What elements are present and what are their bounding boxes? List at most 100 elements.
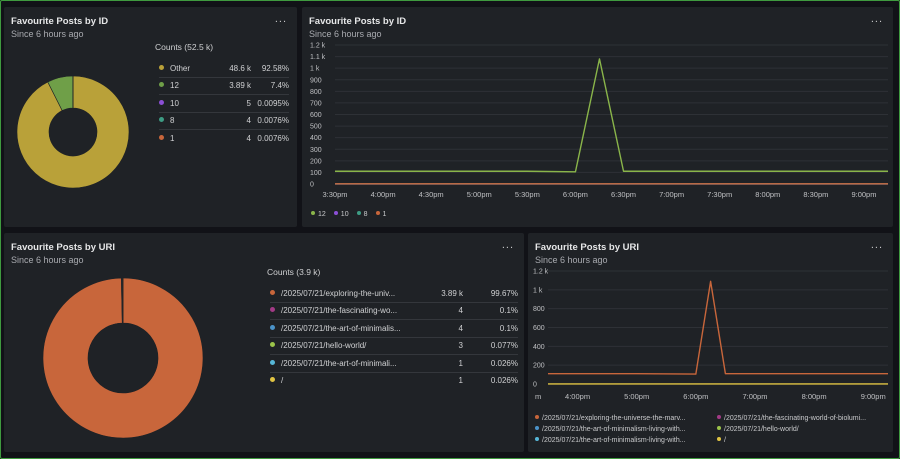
- legend-label: 12: [318, 211, 326, 218]
- legend-dot-icon: [311, 211, 315, 215]
- x-tick-label: 9:00pm: [861, 392, 886, 401]
- row-count: 48.6 k: [215, 60, 251, 78]
- series-line-0[interactable]: [548, 280, 888, 375]
- legend-item[interactable]: 8: [356, 211, 368, 218]
- table-row[interactable]: 1 4 0.0076%: [159, 130, 289, 147]
- row-count: 4: [423, 319, 463, 338]
- legend-item[interactable]: /2025/07/21/hello-world/: [717, 424, 882, 435]
- row-count: 3.89 k: [215, 77, 251, 95]
- row-count: 1: [458, 376, 463, 386]
- legend-item[interactable]: /2025/07/21/the-fascinating-world-of-bio…: [717, 413, 882, 424]
- counts-title: Counts (3.9 k): [267, 267, 321, 277]
- legend-dot-icon: [535, 437, 539, 441]
- y-tick-label: 700: [310, 100, 322, 107]
- x-tick-label: 4:30pm: [419, 190, 444, 199]
- panel-subtitle: Since 6 hours ago: [11, 29, 84, 39]
- panel-menu-icon[interactable]: ...: [501, 239, 514, 251]
- table-row[interactable]: / 1 0.026%: [270, 372, 518, 389]
- legend-item[interactable]: /: [717, 435, 882, 446]
- table-row[interactable]: /2025/07/21/the-fascinating-wo... 4 0.1%: [270, 302, 518, 320]
- panel-title: Favourite Posts by URI: [11, 242, 115, 253]
- panel-posts-by-id-line: Favourite Posts by ID Since 6 hours ago …: [302, 7, 893, 227]
- legend-dot-icon: [717, 415, 721, 419]
- y-tick-label: 1.1 k: [310, 54, 326, 61]
- row-label-text: Other: [170, 63, 191, 73]
- pie-chart-id: [16, 75, 130, 189]
- row-percent: 0.0095%: [251, 94, 289, 113]
- row-percent: 99.67%: [463, 285, 518, 303]
- row-label-text: 8: [170, 116, 175, 126]
- series-legend: 12 10 8 1: [311, 211, 394, 218]
- legend-item[interactable]: /2025/07/21/the-art-of-minimalism-living…: [535, 435, 713, 446]
- x-tick-label: 5:30pm: [515, 190, 540, 199]
- x-tick-label: 7:00pm: [659, 190, 684, 199]
- panel-menu-icon[interactable]: ...: [870, 239, 883, 251]
- legend-item[interactable]: 10: [333, 211, 349, 218]
- y-tick-label: 400: [533, 344, 545, 351]
- panel-posts-by-uri-pie: Favourite Posts by URI Since 6 hours ago…: [4, 233, 524, 452]
- table-row[interactable]: 8 4 0.0076%: [159, 112, 289, 130]
- row-label-text: 10: [170, 98, 179, 108]
- legend-dot-icon: [159, 99, 164, 105]
- legend-item[interactable]: /2025/07/21/the-art-of-minimalism-living…: [535, 424, 713, 435]
- legend-item[interactable]: 1: [375, 211, 387, 218]
- panel-title: Favourite Posts by ID: [309, 16, 407, 27]
- y-tick-label: 0: [310, 182, 314, 189]
- y-tick-label: 300: [310, 147, 322, 154]
- row-label: Other: [159, 60, 215, 78]
- table-row[interactable]: /2025/07/21/the-art-of-minimalis... 4 0.1%: [270, 319, 518, 338]
- row-label: /2025/07/21/exploring-the-univ...: [270, 285, 423, 303]
- row-label-text: /2025/07/21/the-fascinating-wo...: [281, 306, 398, 316]
- legend-label: 10: [340, 211, 349, 218]
- panel-menu-icon[interactable]: ...: [870, 13, 883, 25]
- y-tick-label: 1 k: [310, 66, 320, 73]
- row-label: /: [270, 372, 423, 389]
- row-label-text: /2025/07/21/hello-world/: [281, 341, 367, 351]
- legend-dot-icon: [270, 342, 275, 348]
- y-tick-label: 800: [310, 89, 322, 96]
- legend-item[interactable]: 12: [311, 211, 326, 218]
- panel-title: Favourite Posts by URI: [535, 242, 639, 253]
- legend-dot-icon: [159, 82, 164, 88]
- series-line-0[interactable]: [335, 58, 888, 173]
- counts-title: Counts (52.5 k): [155, 42, 214, 52]
- y-tick-label: 0: [533, 382, 537, 389]
- panel-posts-by-uri-line: Favourite Posts by URI Since 6 hours ago…: [528, 233, 893, 452]
- legend-dot-icon: [535, 415, 539, 419]
- row-count: 4: [215, 112, 251, 130]
- row-label-text: 12: [170, 81, 179, 91]
- y-tick-label: 500: [310, 124, 322, 131]
- panel-title: Favourite Posts by ID: [11, 16, 109, 27]
- table-row[interactable]: Other 48.6 k 92.58%: [159, 60, 289, 78]
- row-count: 4: [246, 133, 251, 143]
- row-count: 4: [423, 302, 463, 320]
- legend-dot-icon: [270, 307, 275, 313]
- legend-dot-icon: [356, 211, 361, 215]
- row-percent: 0.0076%: [251, 112, 289, 130]
- counts-table-id: Other 48.6 k 92.58% 12 3.89 k 7.4% 10 5 0.0095% 8…: [159, 60, 289, 147]
- panel-subtitle: Since 6 hours ago: [535, 255, 608, 265]
- legend-label: 1: [382, 211, 387, 218]
- legend-dot-icon: [717, 437, 721, 441]
- table-row[interactable]: /2025/07/21/hello-world/3 0.077%: [270, 337, 518, 355]
- table-row[interactable]: 10 5 0.0095%: [159, 94, 289, 113]
- row-percent: 0.026%: [490, 376, 518, 386]
- table-row[interactable]: /2025/07/21/the-art-of-minimali... 1 0.026…: [270, 354, 518, 373]
- y-tick-label: 200: [533, 363, 545, 370]
- y-tick-label: 1.2 k: [533, 269, 549, 276]
- row-percent: 7.4%: [251, 77, 289, 95]
- table-row[interactable]: 12 3.89 k 7.4%: [159, 77, 289, 95]
- row-percent: 0.1%: [463, 302, 518, 320]
- x-tick-label: m: [535, 392, 541, 401]
- legend-dot-icon: [270, 377, 275, 383]
- y-tick-label: 900: [310, 77, 322, 84]
- legend-dot-icon: [159, 134, 164, 140]
- line-chart-uri: 1.2 k 1 k 800 600 400 200 0 m 4:00pm 5:00pm 6:00pm…: [533, 269, 888, 401]
- legend-item[interactable]: /2025/07/21/exploring-the-universe-the-m…: [535, 413, 713, 424]
- panel-menu-icon[interactable]: ...: [274, 13, 287, 25]
- legend-dot-icon: [159, 64, 164, 70]
- line-chart-id: 1.2 k 1.1 k 1 k 900 800 700 600 500 400 300 200 100…: [310, 43, 888, 199]
- x-tick-label: 7:30pm: [707, 190, 732, 199]
